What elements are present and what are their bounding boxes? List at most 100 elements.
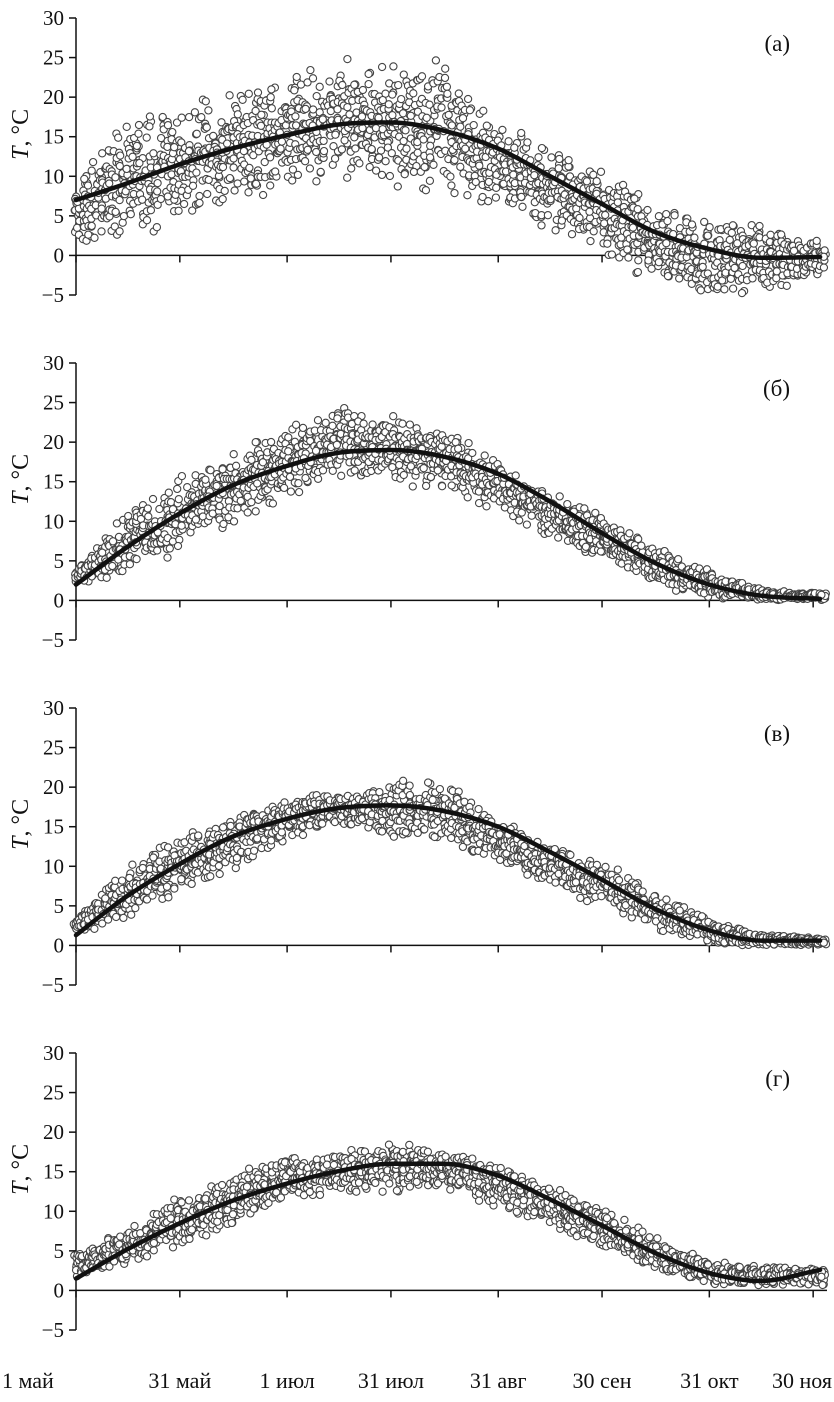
scatter-point [491,193,501,202]
scatter-point [347,164,356,173]
scatter-point [247,498,256,507]
scatter-point [377,62,387,72]
scatter-point [318,819,327,828]
scatter-point [728,221,738,230]
scatter-point [534,153,543,162]
scatter-point [633,205,642,214]
scatter-point [381,157,390,166]
scatter-point [294,479,303,488]
scatter-point [713,282,722,291]
scatter-point [782,281,791,290]
scatter-point [440,73,450,83]
scatter-point [138,863,147,873]
scatter-point [173,484,182,494]
scatter-point [624,253,633,262]
scatter-point [596,547,606,556]
scatter-point [122,122,131,131]
scatter-point [225,173,235,183]
scatter-point [644,256,653,265]
scatter-point [111,173,120,182]
scatter-point [331,130,340,139]
scatter-point [156,194,166,204]
scatter-point [592,177,601,186]
scatter-point [148,891,157,900]
scatter-point [188,181,198,190]
scatter-point [422,113,431,122]
scatter-point [114,133,123,142]
scatter-point [170,143,179,152]
scatter-point [158,112,167,122]
scatter-point [164,893,173,902]
y-axis-label: T, °C [8,454,34,505]
scatter-point [420,162,429,172]
scatter-point [218,194,227,204]
scatter-point [116,151,125,160]
scatter-point [596,167,606,176]
scatter-point [303,145,312,154]
scatter-point [654,258,664,267]
scatter-point [420,825,429,834]
scatter-point [97,204,106,213]
scatter-point [537,143,547,153]
scatter-point [623,245,632,254]
scatter-point [399,470,408,480]
scatter-point [563,499,572,509]
scatter-point [291,420,301,429]
scatter-point [83,181,93,190]
scatter-point [279,483,289,493]
scatter-point [177,138,186,147]
scatter-point [233,504,242,513]
scatter-point [385,171,395,181]
scatter-point [423,778,433,787]
scatter-point [421,186,431,195]
scatter-point [580,504,589,513]
scatter-point [398,109,408,118]
scatter-point [124,511,133,521]
scatter-point [522,520,532,529]
scatter-point [777,230,786,239]
scatter-point [87,221,96,231]
scatter-point [135,158,144,168]
scatter-point [738,261,747,271]
scatter-point [230,186,239,195]
scatter-point [395,460,404,470]
scatter-point [225,91,234,100]
scatter-point [554,164,563,173]
scatter-point [469,120,478,130]
scatter-point [417,72,427,81]
y-tick-label: 0 [54,933,65,957]
scatter-point [421,481,431,491]
scatter-point [174,495,183,504]
scatter-point [271,167,280,176]
scatter-point [98,149,107,158]
scatter-point [654,212,664,221]
scatter-point [238,95,247,104]
scatter-point [126,210,135,219]
scatter-point [554,533,563,542]
scatter-point [338,80,347,90]
y-axis-label: T, °C [8,799,34,850]
scatter-point [447,121,457,130]
scatter-point [728,284,738,293]
scatter-point [163,553,172,562]
scatter-point [229,163,238,172]
scatter-point [670,211,679,220]
scatter-point [291,112,300,121]
scatter-point [226,821,235,831]
scatter-point [430,832,439,842]
y-tick-label: 10 [43,854,64,878]
scatter-point [523,138,532,147]
scatter-point [725,235,734,245]
scatter-point [163,192,172,201]
scatter-point [170,884,179,893]
scatter-point [377,170,387,180]
scatter-point [149,149,158,158]
scatter-point [174,206,183,215]
scatter-point [111,207,120,217]
scatter-point [482,502,491,511]
y-tick-label: −5 [42,283,64,307]
scatter-point [115,195,124,205]
scatter-point [132,141,142,151]
scatter-point [165,544,174,553]
